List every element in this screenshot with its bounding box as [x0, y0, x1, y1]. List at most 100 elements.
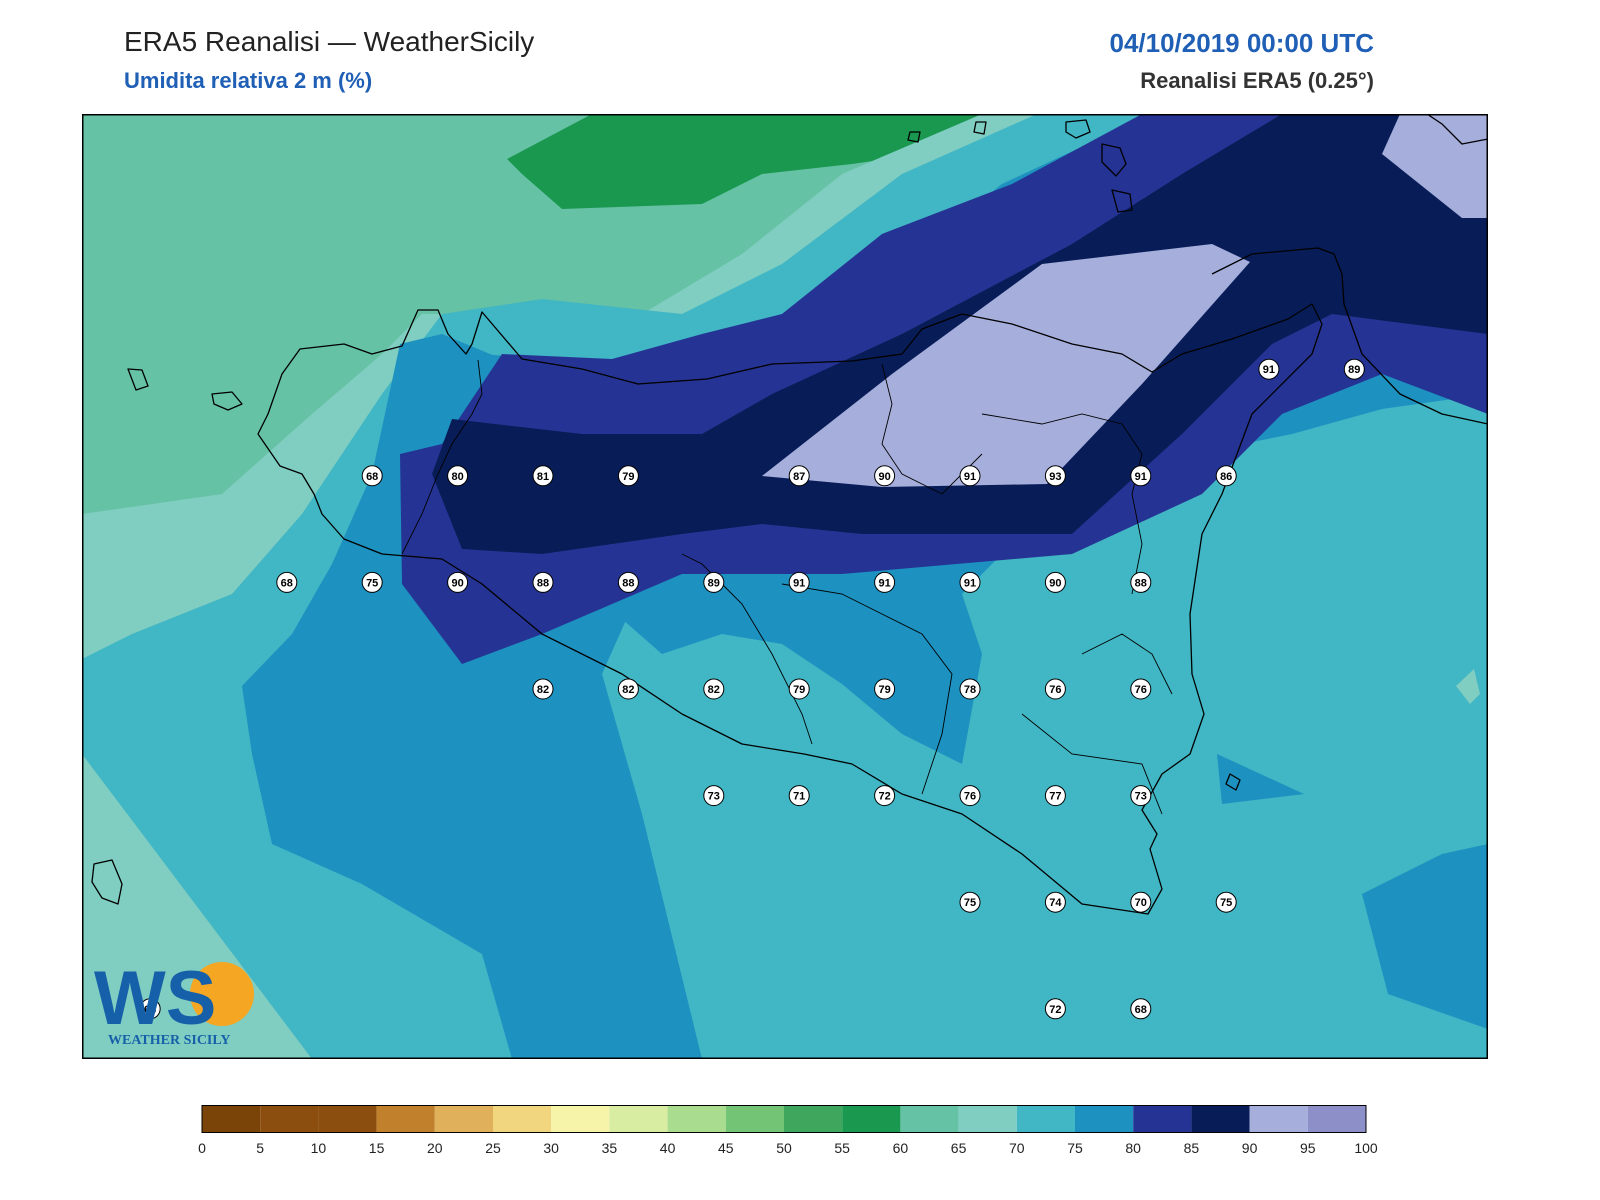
value-label: 89: [1343, 358, 1365, 380]
value-label: 91: [1130, 465, 1152, 487]
band-75-80-east: [1362, 844, 1488, 1029]
value-label-marker: [703, 571, 725, 593]
value-label-marker: [532, 678, 554, 700]
border-palermo-caltanissetta: [681, 553, 813, 745]
value-label-marker: [959, 785, 981, 807]
colorbar-cell: [493, 1105, 552, 1133]
colorbar-tick-label: 65: [950, 1140, 967, 1156]
value-label-text: 80: [451, 471, 463, 483]
data-source: Reanalisi ERA5 (0.25°): [1140, 68, 1374, 93]
colorbar-cell: [667, 1105, 726, 1133]
ustica-island: [907, 131, 921, 143]
value-label: 91: [1258, 358, 1280, 380]
value-label-text: 79: [793, 684, 805, 696]
value-label-marker: [1130, 678, 1152, 700]
colorbar-tick-label: 50: [776, 1140, 792, 1156]
value-label-text: 68: [281, 577, 293, 589]
value-label-marker: [1044, 998, 1066, 1020]
border-trapani-palermo: [401, 359, 483, 555]
colorbar-tick-label: 100: [1354, 1140, 1378, 1156]
value-label: 87: [788, 465, 810, 487]
weathersicily-logo: WS WEATHER SICILY: [94, 956, 254, 1048]
value-label-text: 87: [793, 471, 805, 483]
value-label: 76: [1044, 678, 1066, 700]
value-label-marker: [703, 678, 725, 700]
value-label-text: 93: [1049, 471, 1061, 483]
egadi-island-1: [127, 368, 149, 391]
malta-island: [1225, 773, 1241, 791]
value-label-marker: [1130, 785, 1152, 807]
value-label: 75: [1215, 891, 1237, 913]
value-label-marker: [1130, 571, 1152, 593]
border-palermo-messina: [881, 363, 983, 495]
colorbar-cell: [1249, 1105, 1308, 1133]
value-label-text: 88: [622, 577, 634, 589]
colorbar-tick-label: 70: [1009, 1140, 1025, 1156]
valid-datetime: 04/10/2019 00:00 UTC: [1109, 28, 1374, 58]
colorbar-cell: [434, 1105, 493, 1133]
egadi-island-2: [211, 391, 243, 411]
border-catania-messina: [981, 413, 1143, 595]
value-label-marker: [139, 998, 161, 1020]
value-label-marker: [1044, 465, 1066, 487]
value-label-marker: [1130, 891, 1152, 913]
value-label-marker: [959, 465, 981, 487]
colorbar-cell: [202, 1105, 261, 1133]
value-label: 81: [532, 465, 554, 487]
value-label-marker: [617, 571, 639, 593]
value-label-marker: [276, 571, 298, 593]
value-label-marker: [1258, 358, 1280, 380]
value-label: 90: [447, 571, 469, 593]
value-label-text: 91: [964, 471, 976, 483]
value-label-text: 76: [964, 791, 976, 803]
band-90-95-center: [762, 244, 1250, 487]
colorbar-tick-label: 25: [485, 1140, 501, 1156]
value-label-text: 91: [1135, 471, 1147, 483]
value-label: 82: [532, 678, 554, 700]
value-label-marker: [447, 465, 469, 487]
colorbar-tick-label: 0: [198, 1140, 206, 1156]
colorbar-cell: [318, 1105, 377, 1133]
logo-sun-icon: [190, 962, 254, 1026]
value-label-text: 72: [1049, 1004, 1061, 1016]
value-label-text: 75: [964, 897, 976, 909]
band-65-70-islet: [1456, 669, 1480, 704]
colorbar-cell: [725, 1105, 784, 1133]
value-label: 68: [361, 465, 383, 487]
value-label-text: 89: [708, 577, 720, 589]
value-label: 68: [139, 998, 161, 1020]
value-label: 74: [1044, 891, 1066, 913]
value-label: 77: [1044, 785, 1066, 807]
value-label-text: 75: [1220, 897, 1232, 909]
value-label-marker: [874, 678, 896, 700]
colorbar-tick-label: 95: [1300, 1140, 1316, 1156]
value-label: 76: [959, 785, 981, 807]
value-label-marker: [1044, 891, 1066, 913]
value-label-text: 81: [537, 471, 549, 483]
value-label-marker: [788, 785, 810, 807]
colorbar-cell: [842, 1105, 901, 1133]
value-label: 88: [1130, 571, 1152, 593]
value-label-text: 86: [1220, 471, 1232, 483]
logo-text: WEATHER SICILY: [108, 1033, 231, 1048]
value-label: 72: [874, 785, 896, 807]
value-label: 90: [1044, 571, 1066, 593]
value-label: 80: [447, 465, 469, 487]
value-label-marker: [1130, 465, 1152, 487]
logo-letters: WS: [94, 956, 216, 1041]
colorbar-tick-label: 5: [256, 1140, 265, 1156]
value-label: 75: [361, 571, 383, 593]
value-label-marker: [532, 571, 554, 593]
value-label: 78: [959, 678, 981, 700]
value-label: 71: [788, 785, 810, 807]
colorbar: [201, 1105, 1367, 1133]
value-label-marker: [1044, 678, 1066, 700]
colorbar-tick-label: 75: [1067, 1140, 1083, 1156]
value-label-text: 75: [366, 577, 378, 589]
value-label-text: 91: [1263, 364, 1275, 376]
value-label-text: 68: [1135, 1004, 1147, 1016]
value-label: 68: [1130, 998, 1152, 1020]
colorbar-tick-label: 90: [1241, 1140, 1258, 1156]
value-label-text: 91: [793, 577, 805, 589]
value-label-text: 82: [708, 684, 720, 696]
